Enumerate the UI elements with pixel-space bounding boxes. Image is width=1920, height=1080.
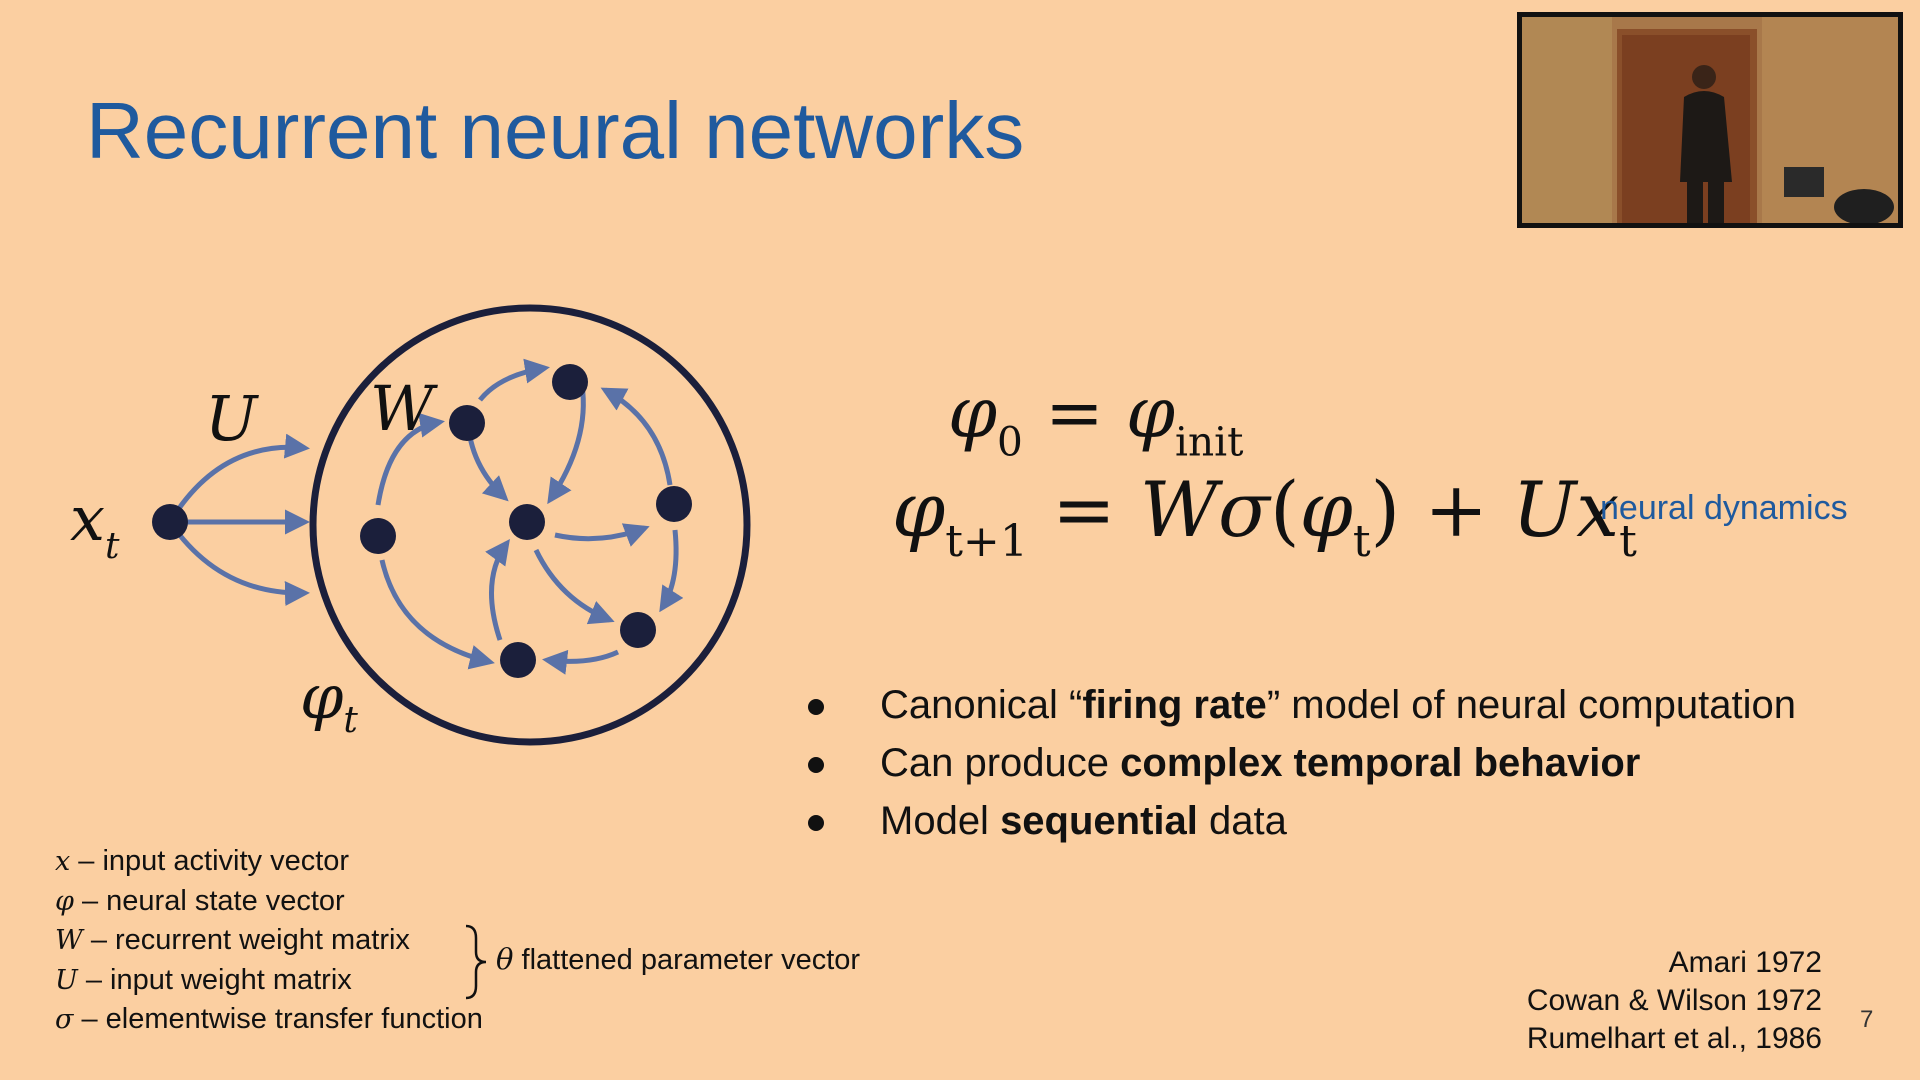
bullet-item: Model sequential data [800,792,1796,850]
bullet-text: data [1197,799,1287,843]
neuron-nodes [152,364,692,678]
recurrent-arrow [547,384,586,505]
recurrent-arrow [600,387,673,486]
eq2-x-sub: t [1619,515,1637,567]
legend-text: – recurrent weight matrix [82,924,410,956]
input-node [152,504,188,540]
eq2-x: x [1576,465,1620,554]
reference-item: Rumelhart et al., 1986 [1526,1022,1822,1055]
bullet-item: Can produce complex temporal behavior [800,734,1796,792]
eq2-sigma: σ [1218,465,1270,554]
input-weight-label: U [205,382,259,455]
eq2-equals: = [1027,465,1140,554]
legend-row: x – input activity vector [55,842,483,882]
neuron-node [360,518,396,554]
legend-symbol: σ [55,1004,74,1035]
bullet-bold-text: firing rate [1082,683,1267,727]
legend-text: – elementwise transfer function [73,1003,483,1035]
eq2-open-paren: ( [1269,465,1300,554]
bullet-text: ” model of neural computation [1266,683,1796,727]
legend-row: U – input weight matrix [55,961,483,1001]
eq1-equals: = [1022,372,1126,454]
bullet-item: Canonical “firing rate” model of neural … [800,676,1796,734]
bullet-list: Canonical “firing rate” model of neural … [800,676,1796,850]
recurrent-arrow [478,358,550,402]
equation-initial-state: φ0 = φinit [948,372,1243,462]
eq2-phi-sub: t [1352,515,1371,567]
legend-text: – neural state vector [73,884,345,917]
bullet-bold-text: complex temporal behavior [1120,741,1641,785]
neuron-node [509,504,545,540]
eq1-rhs-symbol: φ [1126,372,1176,454]
eq2-plus: + [1400,465,1513,554]
recurrent-arrow [485,538,510,641]
page-number: 7 [1860,1006,1874,1033]
eq1-rhs-sub: init [1175,417,1244,466]
state-label: φt [300,660,358,741]
eq2-close-paren: ) [1370,465,1401,554]
recurrent-arrow [533,548,615,625]
legend-symbol: U [55,964,78,996]
curly-brace-icon [465,924,487,1000]
presenter-video-icon [1517,12,1903,228]
legend-row: σ – elementwise transfer function [55,1000,483,1040]
equation-dynamics: φt+1 = Wσ(φt) + Uxt [892,465,1637,563]
references: Amari 1972 Cowan & Wilson 1972 Rumelhart… [1527,944,1822,1058]
eq1-lhs-symbol: φ [948,372,998,454]
input-arrow-top [167,433,310,524]
recurrent-arrow [375,412,445,506]
eq2-lhs-symbol: φ [892,465,946,554]
bullet-text: Canonical “ [880,683,1083,727]
parameter-vector-label: θ flattened parameter vector [496,942,860,977]
bullet-bold-text: sequential [1000,799,1198,843]
input-arrow-bottom [167,520,310,606]
network-boundary-circle [309,304,751,746]
legend-row: φ – neural state vector [55,882,483,922]
param-symbol: θ [496,942,514,976]
neuron-node [500,642,536,678]
eq2-phi: φ [1299,465,1353,554]
bullet-text: Model [880,799,1001,843]
legend-text: – input weight matrix [77,963,352,996]
neuron-node [656,486,692,522]
neuron-node [552,364,588,400]
recurrent-arrow [542,649,620,675]
input-label: xt [70,482,120,567]
recurrent-connections [375,358,684,675]
reference-item: Amari 1972 [1668,946,1822,979]
neuron-node [449,405,485,441]
symbol-legend: x – input activity vector φ – neural sta… [55,842,483,1040]
eq2-lhs-sub: t+1 [945,515,1028,567]
eq1-lhs-sub: 0 [997,417,1023,466]
legend-row: W – recurrent weight matrix [55,921,483,961]
bullet-text: Can produce [880,741,1121,785]
legend-symbol: x [55,846,71,877]
reference-item: Cowan & Wilson 1972 [1526,984,1822,1017]
recurrent-weight-label: W [370,372,438,445]
slide-title: Recurrent neural networks [86,86,1025,175]
presenter-video-scene [1522,17,1898,223]
recurrent-arrow [659,529,684,613]
neuron-node [620,612,656,648]
rnn-diagram: xt U W φt [70,304,751,746]
input-connections [167,433,310,606]
legend-text: – input activity vector [70,845,350,877]
legend-symbol: φ [55,885,74,917]
param-text: flattened parameter vector [513,944,861,976]
legend-symbol: W [55,925,83,956]
recurrent-arrow [554,523,650,547]
eq2-u: U [1512,465,1577,554]
equation-note: neural dynamics [1600,489,1848,527]
recurrent-arrow [379,559,495,670]
eq2-w: W [1139,465,1219,554]
